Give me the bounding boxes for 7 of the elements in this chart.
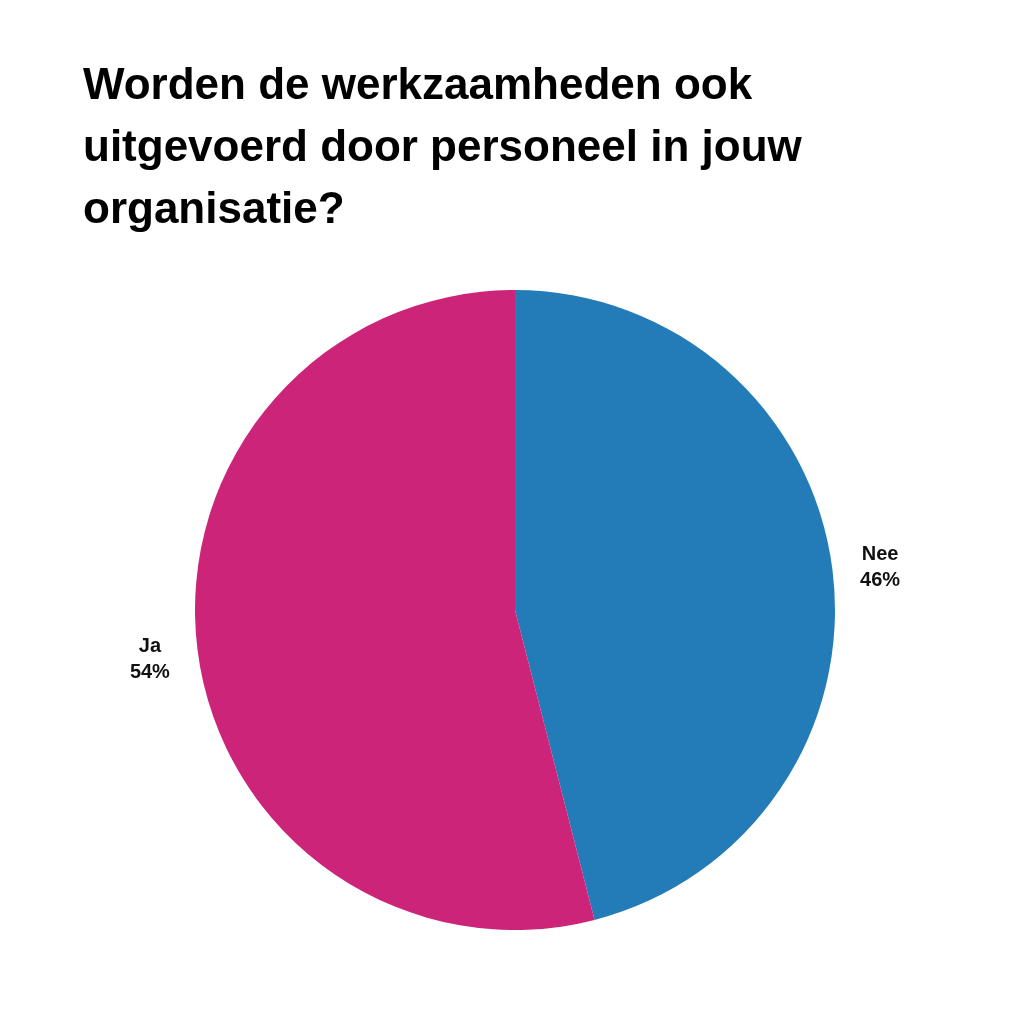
slice-label: Ja <box>138 634 162 657</box>
pie-slice <box>195 290 595 930</box>
slice-label: Nee <box>861 541 899 564</box>
pie-slice <box>515 290 835 920</box>
data-label: 54% <box>129 660 171 683</box>
chart-title: Worden de werkzaamheden ook uitgevoerd door personeel in jouw organisatie? <box>83 58 803 234</box>
data-label: 46% <box>860 567 901 590</box>
